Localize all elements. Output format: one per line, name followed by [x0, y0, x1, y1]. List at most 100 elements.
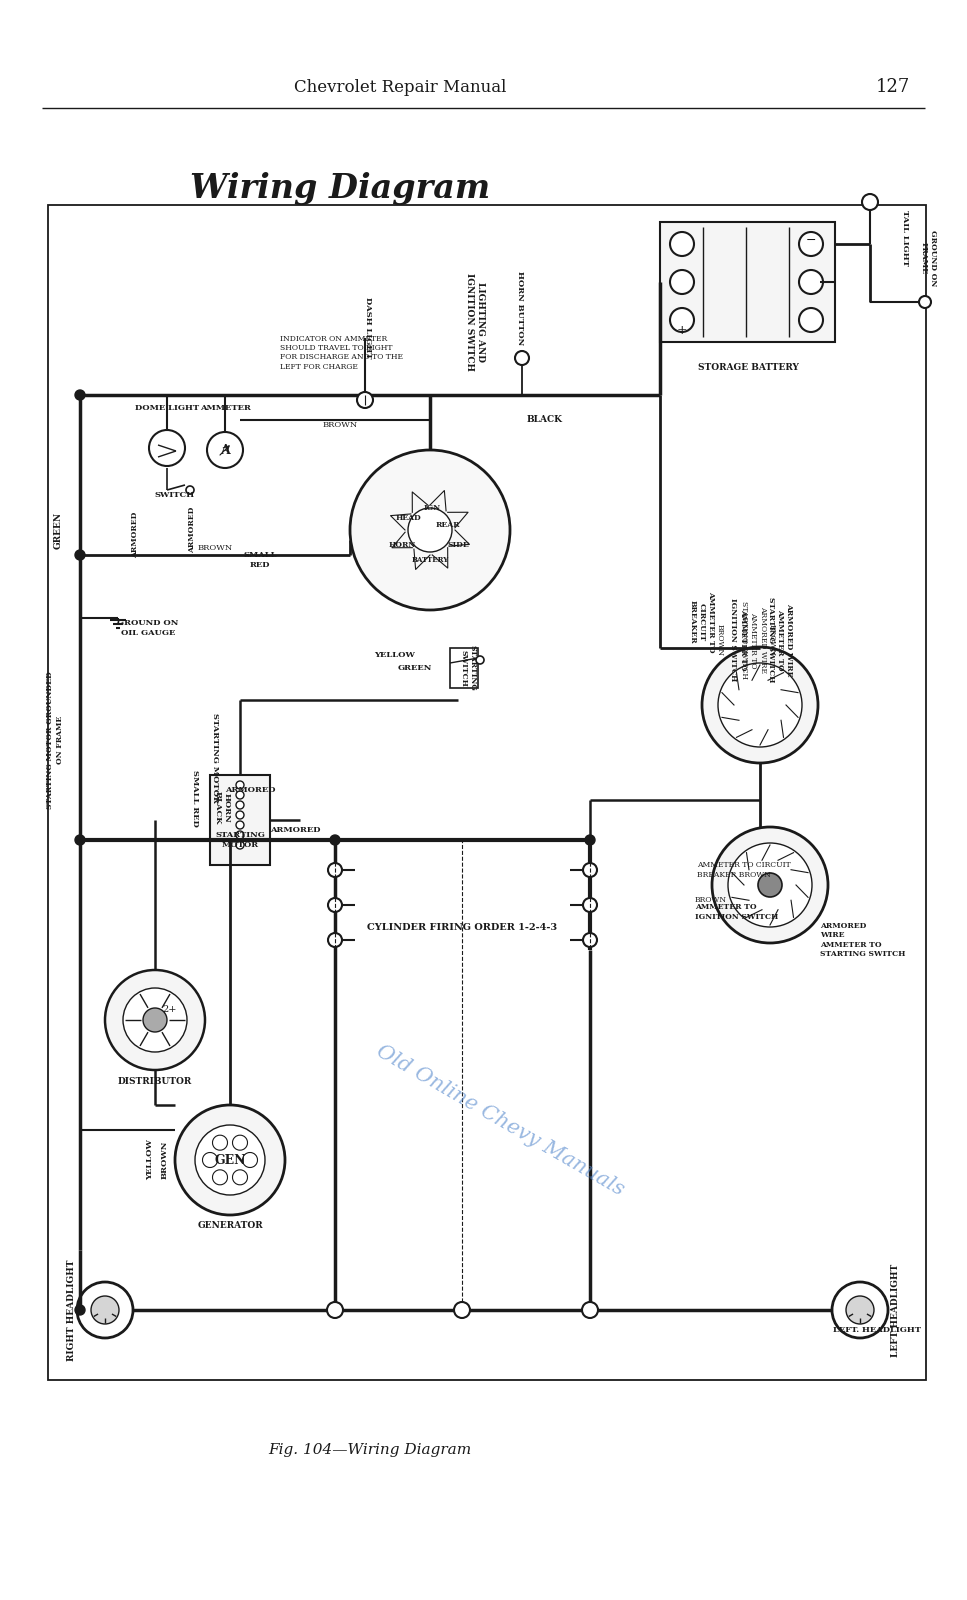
Circle shape: [670, 232, 694, 256]
Text: GROUND ON
OIL GAUGE: GROUND ON OIL GAUGE: [117, 619, 179, 637]
Circle shape: [328, 898, 342, 912]
Text: CYLINDER FIRING ORDER 1-2-4-3: CYLINDER FIRING ORDER 1-2-4-3: [366, 923, 557, 933]
Circle shape: [862, 194, 878, 210]
Text: YELLOW: YELLOW: [374, 651, 416, 659]
Text: ARMORED: ARMORED: [188, 507, 196, 554]
Circle shape: [175, 1106, 285, 1214]
Text: STARTING MOTOR: STARTING MOTOR: [211, 714, 219, 803]
Circle shape: [702, 646, 818, 763]
Text: A: A: [220, 443, 230, 456]
Circle shape: [408, 509, 452, 552]
Circle shape: [583, 898, 597, 912]
Circle shape: [799, 307, 823, 333]
Text: INDICATOR ON AMMETER
SHOULD TRAVEL TO RIGHT
FOR DISCHARGE AND TO THE
LEFT FOR CH: INDICATOR ON AMMETER SHOULD TRAVEL TO RI…: [280, 334, 403, 371]
Text: GEN: GEN: [215, 1154, 246, 1166]
Text: GENERATOR: GENERATOR: [197, 1221, 263, 1229]
Circle shape: [328, 862, 342, 877]
Text: STARTING
SWITCH: STARTING SWITCH: [459, 645, 477, 691]
Circle shape: [75, 390, 85, 400]
Text: BATTERY: BATTERY: [411, 557, 449, 565]
Text: HORN BUTTON: HORN BUTTON: [516, 270, 524, 346]
Circle shape: [670, 270, 694, 294]
Text: RIGHT HEADLIGHT: RIGHT HEADLIGHT: [68, 1259, 76, 1360]
Text: STARTING
MOTOR: STARTING MOTOR: [215, 832, 265, 848]
Circle shape: [195, 1125, 265, 1195]
Circle shape: [330, 835, 340, 845]
Circle shape: [236, 821, 244, 829]
Text: REAR: REAR: [436, 522, 460, 530]
Circle shape: [143, 1008, 167, 1032]
Circle shape: [583, 862, 597, 877]
Text: BROWN: BROWN: [197, 544, 233, 552]
Text: LEFT HEADLIGHT: LEFT HEADLIGHT: [891, 1264, 899, 1357]
Circle shape: [454, 1302, 470, 1318]
Circle shape: [350, 450, 510, 610]
Bar: [48, 205, 926, 1379]
Circle shape: [207, 432, 243, 467]
Text: Chevrolet Repair Manual: Chevrolet Repair Manual: [294, 78, 506, 96]
Circle shape: [799, 270, 823, 294]
Text: HEAD: HEAD: [396, 514, 421, 522]
Circle shape: [846, 1296, 874, 1325]
Text: BLACK: BLACK: [527, 416, 563, 424]
Text: YELLOW: YELLOW: [146, 1139, 154, 1181]
Text: IGN: IGN: [424, 504, 441, 512]
Text: Fig. 104—Wiring Diagram: Fig. 104—Wiring Diagram: [269, 1443, 472, 1458]
Text: Wiring Diagram: Wiring Diagram: [190, 171, 490, 205]
Text: SMALL RED: SMALL RED: [191, 770, 199, 827]
Text: BROWN: BROWN: [695, 896, 727, 904]
Text: ARMORED: ARMORED: [131, 512, 139, 558]
Text: AMMETER TO
CIRCUIT
BREAKER: AMMETER TO CIRCUIT BREAKER: [689, 590, 716, 653]
Text: ARMORED
WIRE
AMMETER TO
STARTING SWITCH: ARMORED WIRE AMMETER TO STARTING SWITCH: [820, 922, 905, 958]
Text: HORN: HORN: [389, 541, 416, 549]
Text: +: +: [677, 323, 688, 336]
Circle shape: [328, 933, 342, 947]
Circle shape: [712, 827, 828, 942]
Text: STORAGE BATTERY: STORAGE BATTERY: [697, 363, 799, 371]
Circle shape: [582, 1302, 598, 1318]
Circle shape: [236, 842, 244, 850]
Text: AMMETER TO
IGNITION SWITCH: AMMETER TO IGNITION SWITCH: [729, 598, 747, 682]
Text: BROWN
ARMORED WIRE
AMMETER TO
STARTING SWITCH: BROWN ARMORED WIRE AMMETER TO STARTING S…: [740, 602, 776, 678]
Text: SMALL
RED: SMALL RED: [244, 552, 277, 568]
Circle shape: [91, 1296, 119, 1325]
Circle shape: [236, 802, 244, 810]
Circle shape: [77, 1282, 133, 1338]
Circle shape: [585, 835, 595, 845]
Text: DOME LIGHT: DOME LIGHT: [135, 403, 199, 411]
Circle shape: [327, 1302, 343, 1318]
Text: AMMETER: AMMETER: [199, 403, 250, 411]
Text: BROWN: BROWN: [716, 624, 724, 656]
Text: TAIL LIGHT: TAIL LIGHT: [901, 210, 909, 266]
Circle shape: [799, 232, 823, 256]
Text: BROWN: BROWN: [322, 421, 358, 429]
Circle shape: [832, 1282, 888, 1338]
Text: LIGHTING AND
IGNITION SWITCH: LIGHTING AND IGNITION SWITCH: [465, 274, 484, 371]
Circle shape: [919, 296, 931, 307]
Text: GREEN: GREEN: [53, 512, 63, 549]
Text: 127: 127: [876, 78, 910, 96]
Circle shape: [236, 790, 244, 798]
Text: SIDE: SIDE: [447, 541, 469, 549]
Text: LEFT. HEADLIGHT: LEFT. HEADLIGHT: [833, 1326, 921, 1334]
Text: −: −: [806, 234, 816, 246]
Text: DISTRIBUTOR: DISTRIBUTOR: [118, 1077, 192, 1086]
Circle shape: [670, 307, 694, 333]
Circle shape: [236, 830, 244, 838]
Circle shape: [476, 656, 484, 664]
Text: BROWN: BROWN: [161, 1141, 169, 1179]
Text: HORN
BLACK: HORN BLACK: [214, 792, 230, 824]
Text: Old Online Chevy Manuals: Old Online Chevy Manuals: [372, 1042, 628, 1198]
Text: ARMORED: ARMORED: [270, 826, 320, 834]
Text: ARMORED: ARMORED: [224, 786, 276, 794]
Circle shape: [236, 781, 244, 789]
Bar: [450, 648, 478, 688]
Text: AMMETER TO CIRCUIT
BREAKER BROWN: AMMETER TO CIRCUIT BREAKER BROWN: [697, 861, 791, 878]
Text: AMMETER TO
IGNITION SWITCH: AMMETER TO IGNITION SWITCH: [695, 904, 778, 920]
Circle shape: [236, 811, 244, 819]
Text: ARMORED WIRE
AMMETER TO
STARTING SWITCH: ARMORED WIRE AMMETER TO STARTING SWITCH: [767, 597, 793, 683]
Bar: [210, 774, 270, 866]
Circle shape: [123, 987, 187, 1053]
Circle shape: [149, 430, 185, 466]
Text: SWITCH: SWITCH: [155, 491, 195, 499]
